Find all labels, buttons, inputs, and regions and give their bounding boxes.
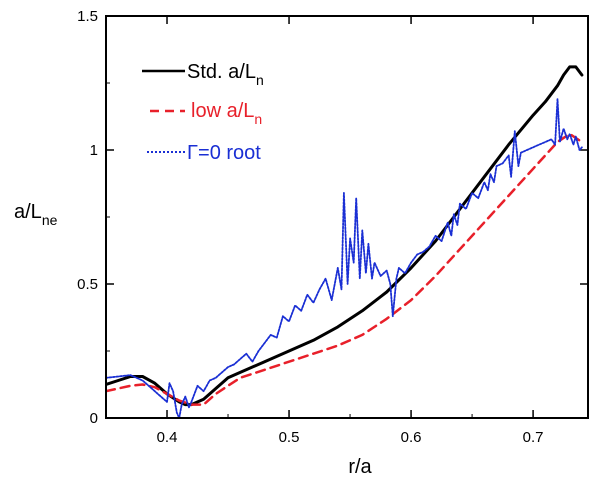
series-layer xyxy=(106,65,584,418)
y-tick-label: 0.5 xyxy=(77,276,98,293)
x-axis-ticks: 0.4 0.5 0.6 0.7 xyxy=(105,16,544,446)
x-tick-label: 0.7 xyxy=(523,429,544,446)
legend-item-std: Std. a/Ln xyxy=(142,61,264,88)
plot-frame xyxy=(105,15,589,419)
legend-label-std: Std. a/Ln xyxy=(187,61,264,88)
y-tick-label: 1 xyxy=(90,142,98,159)
y-axis-label: a/Lne xyxy=(14,201,58,228)
series-line-1 xyxy=(106,132,584,406)
y-axis-label-sub: ne xyxy=(42,212,58,228)
legend-item-root: Γ=0 root xyxy=(147,142,261,164)
x-tick-label: 0.6 xyxy=(401,429,422,446)
legend-label-low: low a/Ln xyxy=(191,100,262,127)
x-axis-label: r/a xyxy=(348,456,372,478)
x-tick-label: 0.5 xyxy=(279,429,300,446)
y-tick-label: 0 xyxy=(90,410,98,427)
legend: Std. a/Ln low a/Ln Γ=0 root xyxy=(142,61,264,164)
series-line-0 xyxy=(106,65,584,407)
legend-item-low: low a/Ln xyxy=(150,100,262,127)
y-axis-label-main: a/L xyxy=(14,201,42,223)
y-tick-label: 1.5 xyxy=(77,8,98,25)
series-line-2 xyxy=(106,98,583,418)
x-tick-label: 0.4 xyxy=(157,429,178,446)
legend-label-root: Γ=0 root xyxy=(187,142,261,164)
